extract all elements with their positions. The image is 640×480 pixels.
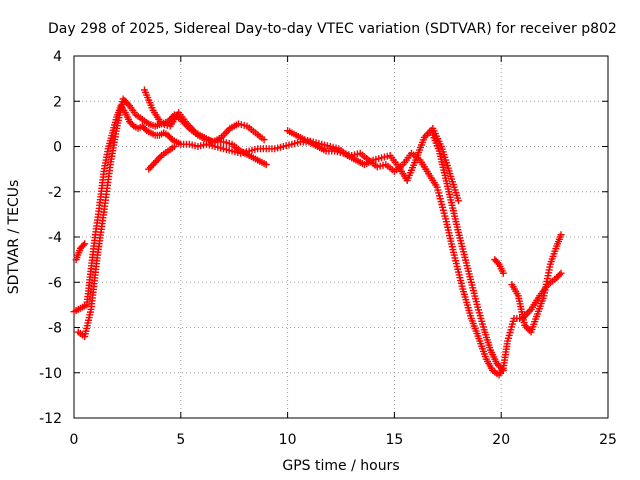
series-track-g <box>508 231 565 336</box>
x-tick-label: 15 <box>385 432 403 448</box>
data-point <box>79 241 87 249</box>
series-track-h <box>72 240 89 264</box>
data-point <box>145 165 153 173</box>
series-track-c <box>140 86 268 146</box>
x-tick-label: 20 <box>492 432 510 448</box>
data-point <box>499 366 507 374</box>
data-point <box>141 125 149 133</box>
y-tick-label: 4 <box>53 49 62 65</box>
data-point <box>153 157 161 165</box>
data-point <box>454 197 462 205</box>
data-point <box>150 160 158 168</box>
series-track-f <box>429 131 507 374</box>
data-point <box>170 143 178 150</box>
data-point <box>81 240 89 248</box>
chart-title: Day 298 of 2025, Sidereal Day-to-day VTE… <box>48 21 617 37</box>
y-tick-label: -12 <box>39 411 62 427</box>
data-point <box>167 134 175 142</box>
y-tick-label: -6 <box>48 275 62 291</box>
grid <box>74 56 608 418</box>
y-tick-label: 0 <box>53 140 62 156</box>
data-point <box>494 259 502 267</box>
series-track-b <box>74 95 270 341</box>
data-point <box>556 271 564 279</box>
data-point <box>151 158 159 166</box>
x-axis-label: GPS time / hours <box>282 458 399 474</box>
series-track-d <box>145 143 178 173</box>
data-point <box>146 163 154 171</box>
data-point <box>156 153 164 161</box>
axis-ticks: 0 5 10 15 20 25 -12 -10 -8 -6 -4 -2 0 2 4 <box>39 49 617 448</box>
data-point <box>557 231 565 239</box>
y-tick-label: -2 <box>48 185 62 201</box>
x-tick-label: 10 <box>279 432 297 448</box>
data-point <box>128 121 136 129</box>
x-tick-label: 25 <box>599 432 617 448</box>
data-series <box>70 86 565 379</box>
y-tick-label: 2 <box>53 94 62 110</box>
data-point <box>262 161 270 169</box>
series-track-i <box>491 256 507 277</box>
data-point <box>557 269 565 277</box>
data-point <box>148 162 156 170</box>
y-tick-label: -4 <box>48 230 62 246</box>
x-tick-label: 5 <box>176 432 185 448</box>
y-axis-label: SDTVAR / TECUs <box>6 180 22 295</box>
data-point <box>499 269 507 277</box>
x-tick-label: 0 <box>70 432 79 448</box>
data-point <box>154 155 162 163</box>
data-point <box>260 136 268 144</box>
y-tick-label: -10 <box>39 366 62 382</box>
y-tick-label: -8 <box>48 321 62 337</box>
